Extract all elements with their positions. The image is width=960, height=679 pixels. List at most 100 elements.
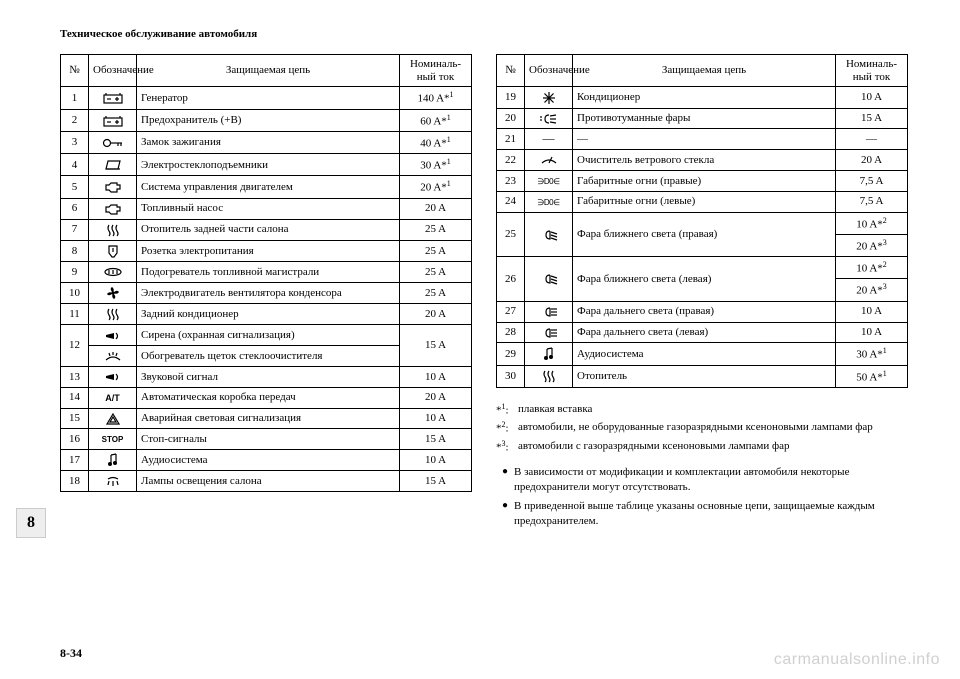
cell-icon	[89, 304, 137, 325]
cell-icon	[89, 346, 137, 367]
left-column: № Обозначение Защищаемая цепь Номиналь- …	[60, 54, 472, 533]
cell-rating: 25 A	[400, 282, 472, 303]
cell-circuit: Задний кондиционер	[137, 304, 400, 325]
bullet-icon: ●	[496, 499, 514, 529]
footnote: *3:автомобили с газоразрядными ксеноновы…	[496, 439, 908, 456]
table-row: 1Генератор140 A*1	[61, 87, 472, 109]
footnote: *1:плавкая вставка	[496, 402, 908, 419]
th-circuit: Защищаемая цепь	[137, 55, 400, 87]
cell-rating: 40 A*1	[400, 131, 472, 153]
cell-num: 13	[61, 366, 89, 387]
cell-num: 22	[497, 150, 525, 171]
cell-icon	[525, 343, 573, 365]
cell-num: 5	[61, 176, 89, 198]
cell-num: 4	[61, 154, 89, 176]
fuse-table-right: № Обозначение Защищаемая цепь Номиналь- …	[496, 54, 908, 388]
cell-circuit: Фара дальнего света (правая)	[573, 301, 836, 322]
cell-num: 29	[497, 343, 525, 365]
cell-rating: 10 A	[836, 87, 908, 108]
cell-icon	[89, 87, 137, 109]
right-column: № Обозначение Защищаемая цепь Номиналь- …	[496, 54, 908, 533]
cell-num: 10	[61, 282, 89, 303]
cell-rating: 20 A*1	[400, 176, 472, 198]
cell-num: 21	[497, 129, 525, 150]
cell-icon: —	[525, 129, 573, 150]
page-number: 8-34	[60, 646, 82, 661]
cell-icon: ∋D0∈	[525, 191, 573, 212]
table-row: 21———	[497, 129, 908, 150]
cell-num: 20	[497, 108, 525, 129]
cell-num: 8	[61, 240, 89, 261]
th-circuit: Защищаемая цепь	[573, 55, 836, 87]
fuse-table-left: № Обозначение Защищаемая цепь Номиналь- …	[60, 54, 472, 492]
cell-icon	[525, 365, 573, 387]
page-header: Техническое обслуживание автомобиля	[60, 28, 920, 40]
cell-icon: STOP	[89, 429, 137, 450]
cell-num: 25	[497, 212, 525, 257]
cell-circuit: Габаритные огни (правые)	[573, 170, 836, 191]
cell-rating: 20 A	[836, 150, 908, 171]
cell-num: 1	[61, 87, 89, 109]
table-row: 17 Аудиосистема10 A	[61, 450, 472, 471]
cell-icon	[89, 325, 137, 346]
cell-num: 27	[497, 301, 525, 322]
cell-rating: 10 A*2	[836, 257, 908, 279]
cell-circuit: Электродвигатель вентилятора конденсора	[137, 282, 400, 303]
table-row: 27Фара дальнего света (правая)10 A	[497, 301, 908, 322]
cell-num: 17	[61, 450, 89, 471]
cell-rating: 30 A*1	[836, 343, 908, 365]
cell-rating: 10 A	[400, 450, 472, 471]
cell-num: 30	[497, 365, 525, 387]
cell-rating: 7,5 A	[836, 170, 908, 191]
bullet-item: ●В приведенной выше таблице указаны осно…	[496, 499, 908, 529]
cell-num: 3	[61, 131, 89, 153]
cell-circuit: Предохранитель (+В)	[137, 109, 400, 131]
cell-icon: A/T	[89, 387, 137, 408]
cell-circuit: Аудиосистема	[137, 450, 400, 471]
footnote-mark: *3:	[496, 439, 518, 456]
cell-circuit: Розетка электропитания	[137, 240, 400, 261]
cell-circuit: Фара ближнего света (правая)	[573, 212, 836, 257]
cell-icon	[89, 471, 137, 492]
cell-circuit: Очиститель ветрового стекла	[573, 150, 836, 171]
cell-circuit: Аварийная световая сигнализация	[137, 408, 400, 429]
table-row: 16STOPСтоп-сигналы15 A	[61, 429, 472, 450]
cell-circuit: Отопитель	[573, 365, 836, 387]
cell-icon	[89, 282, 137, 303]
cell-num: 24	[497, 191, 525, 212]
table-row: 29Аудиосистема30 A*1	[497, 343, 908, 365]
cell-num: 15	[61, 408, 89, 429]
table-row: 15Аварийная световая сигнализация10 A	[61, 408, 472, 429]
cell-rating: 20 A*3	[836, 234, 908, 256]
th-symbol: Обозначение	[525, 55, 573, 87]
cell-icon	[89, 219, 137, 240]
cell-icon	[89, 450, 137, 471]
cell-num: 6	[61, 198, 89, 219]
cell-rating: 20 A*3	[836, 279, 908, 301]
table-row: 9Подогреватель топливной магистрали25 A	[61, 262, 472, 283]
cell-rating: 25 A	[400, 240, 472, 261]
table-row: 6Топливный насос20 A	[61, 198, 472, 219]
table-row: 19Кондиционер10 A	[497, 87, 908, 108]
cell-circuit: Генератор	[137, 87, 400, 109]
cell-circuit: Фара дальнего света (левая)	[573, 322, 836, 343]
footnotes-block: *1:плавкая вставка*2:автомобили, не обор…	[496, 402, 908, 529]
cell-num: 26	[497, 257, 525, 302]
bullet-item: ●В зависимости от модификации и комплект…	[496, 465, 908, 495]
cell-num: 19	[497, 87, 525, 108]
table-row: 8 Розетка электропитания25 A	[61, 240, 472, 261]
cell-circuit: Фара ближнего света (левая)	[573, 257, 836, 302]
table-row: 3Замок зажигания40 A*1	[61, 131, 472, 153]
cell-circuit: Сирена (охранная сигнализация)	[137, 325, 400, 346]
cell-icon	[525, 212, 573, 257]
cell-icon	[525, 322, 573, 343]
cell-icon	[89, 176, 137, 198]
cell-num: 23	[497, 170, 525, 191]
table-row: 11Задний кондиционер20 A	[61, 304, 472, 325]
cell-circuit: Звуковой сигнал	[137, 366, 400, 387]
cell-rating: 15 A	[400, 429, 472, 450]
cell-num: 18	[61, 471, 89, 492]
table-row: 25Фара ближнего света (правая)10 A*2	[497, 212, 908, 234]
cell-num: 7	[61, 219, 89, 240]
table-row: 7Отопитель задней части салона25 A	[61, 219, 472, 240]
